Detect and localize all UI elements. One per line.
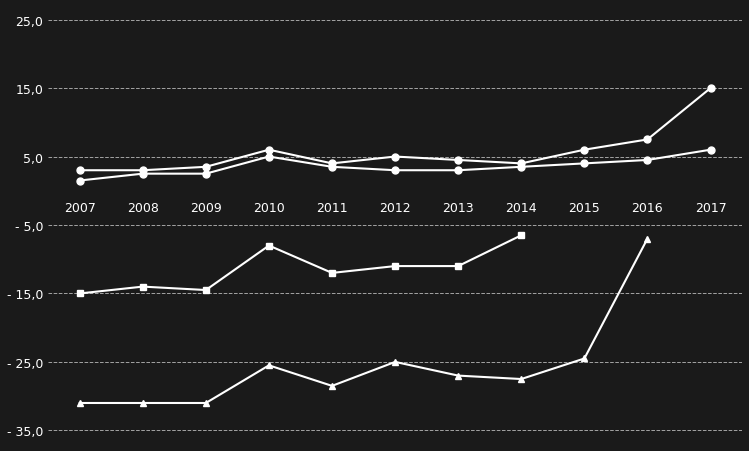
Text: 2007: 2007: [64, 202, 96, 215]
Text: 2008: 2008: [127, 202, 159, 215]
Text: 2011: 2011: [316, 202, 348, 215]
Text: 2010: 2010: [253, 202, 285, 215]
Text: 2013: 2013: [443, 202, 474, 215]
Text: 2009: 2009: [190, 202, 222, 215]
Text: 2014: 2014: [506, 202, 537, 215]
Text: 2015: 2015: [568, 202, 600, 215]
Text: 2017: 2017: [694, 202, 727, 215]
Text: 2016: 2016: [631, 202, 664, 215]
Text: 2012: 2012: [379, 202, 411, 215]
